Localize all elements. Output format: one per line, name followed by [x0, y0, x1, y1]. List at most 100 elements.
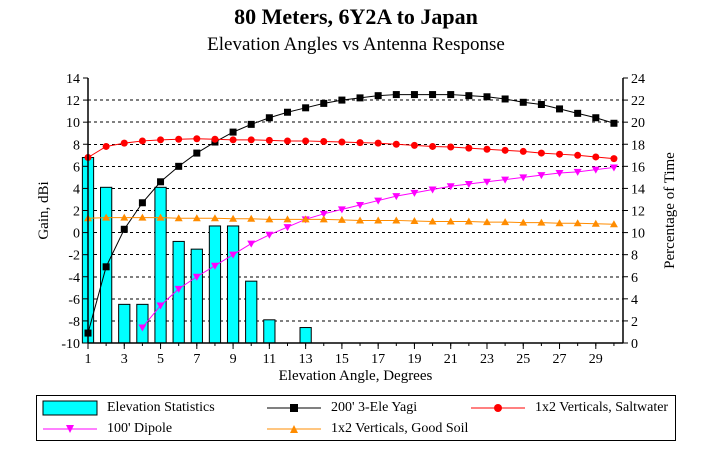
legend-swatch-dipole	[43, 425, 97, 433]
data-point	[229, 251, 238, 259]
data-point	[356, 201, 365, 209]
data-point	[464, 217, 473, 225]
data-point	[519, 98, 527, 106]
data-point	[247, 240, 256, 248]
legend-label: 1x2 Verticals, Good Soil	[331, 421, 469, 436]
y-tick-label-left: 2	[73, 205, 80, 220]
data-point	[464, 181, 473, 188]
data-point	[410, 91, 418, 99]
y-tick-label-left: -8	[68, 315, 80, 330]
data-point	[174, 214, 183, 222]
data-point	[574, 151, 582, 159]
data-point	[229, 214, 238, 222]
legend-item-elevation-statistics: Elevation Statistics	[41, 398, 215, 418]
y-tick-label-right: 22	[631, 94, 645, 109]
series-line	[87, 94, 615, 334]
data-point	[247, 136, 255, 144]
chart-plot: -10-8-6-4-202468101214024681012141618202…	[36, 72, 678, 384]
x-tick-label: 1	[85, 352, 92, 367]
legend-item-saltwater: 1x2 Verticals, Saltwater	[469, 398, 668, 418]
data-point	[555, 169, 564, 177]
y-tick-label-right: 20	[631, 116, 645, 131]
data-point	[283, 137, 291, 145]
data-point	[501, 176, 510, 184]
data-point	[574, 109, 582, 117]
y-tick-label-left: -4	[68, 271, 80, 286]
data-point	[319, 215, 328, 223]
bar	[263, 319, 276, 344]
y-tick-label-right: 10	[631, 227, 645, 242]
data-point	[102, 213, 111, 221]
y-tick-label-right: 16	[631, 160, 645, 175]
data-point	[429, 91, 437, 99]
data-point	[519, 218, 528, 226]
x-tick-label: 17	[371, 352, 385, 367]
chart-subtitle: Elevation Angles vs Antenna Response	[207, 34, 505, 55]
data-point	[482, 178, 491, 186]
data-point	[356, 94, 364, 102]
chart-legend: Elevation Statistics 200' 3-Ele Yagi 1x2…	[36, 395, 676, 441]
data-point	[193, 135, 201, 143]
x-tick-label: 11	[263, 352, 276, 367]
data-point	[501, 146, 509, 154]
data-point	[429, 142, 437, 150]
data-point	[610, 155, 618, 163]
y-tick-label-right: 18	[631, 138, 645, 153]
y-axis-label-right: Percentage of Time	[662, 152, 678, 269]
y-tick-label-left: -6	[68, 293, 80, 308]
y-tick-label-left: 10	[66, 116, 80, 131]
x-tick-label: 25	[516, 352, 530, 367]
data-point	[573, 219, 582, 227]
y-tick-label-left: 14	[66, 72, 80, 87]
data-point	[465, 92, 473, 100]
y-tick-label-right: 0	[631, 337, 638, 352]
data-point	[102, 263, 110, 271]
y-tick-label-left: 0	[73, 227, 80, 242]
data-point	[374, 216, 383, 224]
data-point	[175, 135, 183, 143]
data-point	[592, 114, 600, 122]
data-point	[301, 215, 310, 223]
data-point	[138, 137, 146, 145]
bar	[208, 225, 222, 344]
data-point	[410, 141, 418, 149]
legend-swatch-yagi	[267, 404, 321, 412]
y-tick-label-right: 6	[631, 271, 638, 286]
data-point	[120, 225, 128, 233]
y-tick-label-right: 4	[631, 293, 638, 308]
data-point	[102, 142, 110, 150]
bar	[245, 280, 258, 344]
y-tick-label-right: 8	[631, 249, 638, 264]
legend-item-yagi: 200' 3-Ele Yagi	[265, 398, 417, 418]
x-tick-label: 27	[553, 352, 567, 367]
data-point	[519, 147, 527, 155]
bar	[226, 225, 240, 344]
legend-label: 100' Dipole	[107, 421, 173, 436]
data-point	[519, 174, 528, 182]
data-point	[537, 149, 545, 157]
data-point	[319, 210, 328, 218]
data-point	[265, 136, 273, 144]
data-point	[374, 139, 382, 147]
data-point	[410, 189, 419, 197]
data-point	[573, 168, 582, 176]
data-point	[537, 172, 546, 180]
data-point	[374, 92, 382, 100]
legend-item-dipole: 100' Dipole	[41, 419, 172, 439]
data-point	[356, 139, 364, 147]
x-axis-label: Elevation Angle, Degrees	[279, 368, 433, 384]
data-point	[483, 145, 491, 153]
data-point	[556, 150, 564, 158]
data-point	[175, 162, 183, 170]
data-point	[283, 215, 292, 223]
data-point	[120, 213, 129, 221]
data-point	[192, 273, 201, 281]
y-axis-label-left: Gain, dBi	[36, 181, 52, 239]
data-point	[283, 224, 292, 232]
data-point	[446, 183, 455, 191]
x-tick-label: 5	[157, 352, 164, 367]
data-point	[337, 206, 346, 214]
data-point	[392, 91, 400, 99]
data-point	[210, 214, 219, 222]
bar	[136, 303, 149, 344]
